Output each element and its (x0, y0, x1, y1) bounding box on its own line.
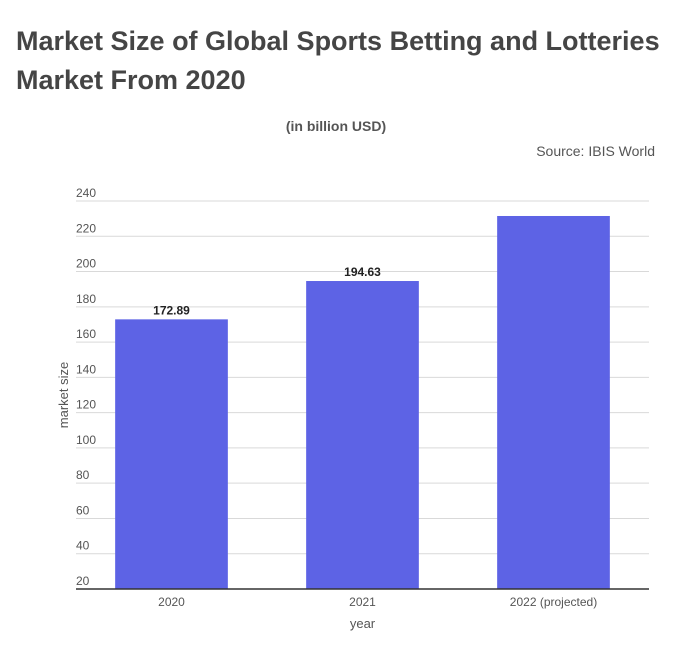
source-note: Source: IBIS World (536, 143, 655, 159)
x-axis-title: year (350, 616, 376, 631)
data-label: 194.63 (344, 265, 381, 279)
y-tick-label: 60 (76, 503, 90, 517)
x-category-label: 2022 (projected) (510, 595, 597, 609)
y-tick-label: 140 (76, 362, 96, 376)
y-tick-label: 120 (76, 398, 96, 412)
y-tick-label: 200 (76, 257, 96, 271)
y-tick-label: 220 (76, 221, 96, 235)
y-tick-label: 100 (76, 433, 96, 447)
bar (115, 319, 228, 589)
y-tick-label: 80 (76, 468, 90, 482)
chart-subtitle: (in billion USD) (285, 118, 387, 134)
data-labels: 172.89 194.63 (153, 265, 381, 317)
y-tick-label: 180 (76, 292, 96, 306)
y-tick-label: 160 (76, 327, 96, 341)
x-category-label: 2020 (158, 595, 185, 609)
bar (497, 215, 610, 589)
x-axis-categories: 2020 2021 2022 (projected) (158, 595, 597, 609)
y-axis-title: market size (56, 362, 71, 428)
bars (115, 215, 610, 589)
y-axis-ticks: 20 40 60 80 100 120 140 160 180 200 220 240 (76, 186, 96, 588)
bar (306, 281, 419, 589)
y-tick-label: 240 (76, 186, 96, 200)
y-tick-label: 40 (76, 539, 90, 553)
x-category-label: 2021 (349, 595, 376, 609)
data-label: 172.89 (153, 303, 190, 317)
y-tick-label: 20 (76, 574, 90, 588)
chart-title: Market Size of Global Sports Betting and… (16, 26, 660, 95)
